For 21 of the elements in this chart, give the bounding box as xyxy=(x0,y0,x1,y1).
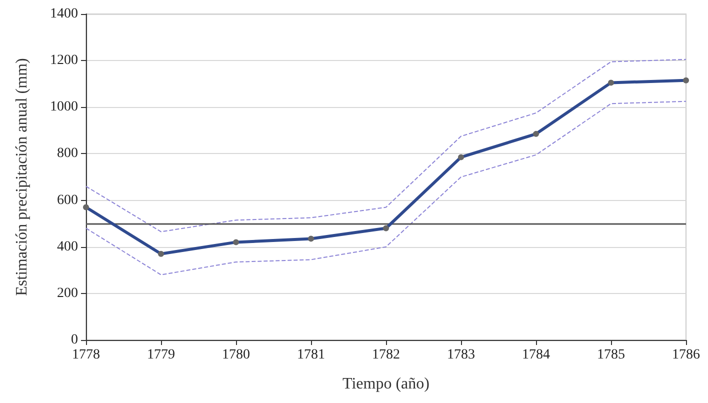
y-tick-label: 0 xyxy=(71,332,78,348)
y-tick-label: 200 xyxy=(57,286,78,301)
x-tick-label: 1785 xyxy=(597,348,625,362)
x-tick-label: 1784 xyxy=(522,348,550,362)
y-tick-label: 1200 xyxy=(50,53,78,68)
x-tick-label: 1786 xyxy=(672,348,700,362)
x-axis-title: Tiempo (año) xyxy=(342,376,430,392)
line-series xyxy=(86,100,686,276)
x-tick-label: 1780 xyxy=(222,348,250,362)
y-tick-label: 1400 xyxy=(50,6,78,22)
x-tick-label: 1782 xyxy=(372,348,400,362)
y-tick-label: 400 xyxy=(57,239,78,254)
y-axis-title: Estimación precipitación anual (mm) xyxy=(14,58,30,296)
x-tick-label: 1779 xyxy=(147,348,175,362)
y-tick-label: 600 xyxy=(57,192,78,208)
x-tick-label: 1781 xyxy=(297,348,325,362)
y-tick-label: 1000 xyxy=(50,100,78,115)
x-tick-label: 1778 xyxy=(72,348,100,362)
y-tick-label: 800 xyxy=(57,146,78,162)
line-series xyxy=(86,58,686,232)
x-tick-label: 1783 xyxy=(447,348,475,362)
